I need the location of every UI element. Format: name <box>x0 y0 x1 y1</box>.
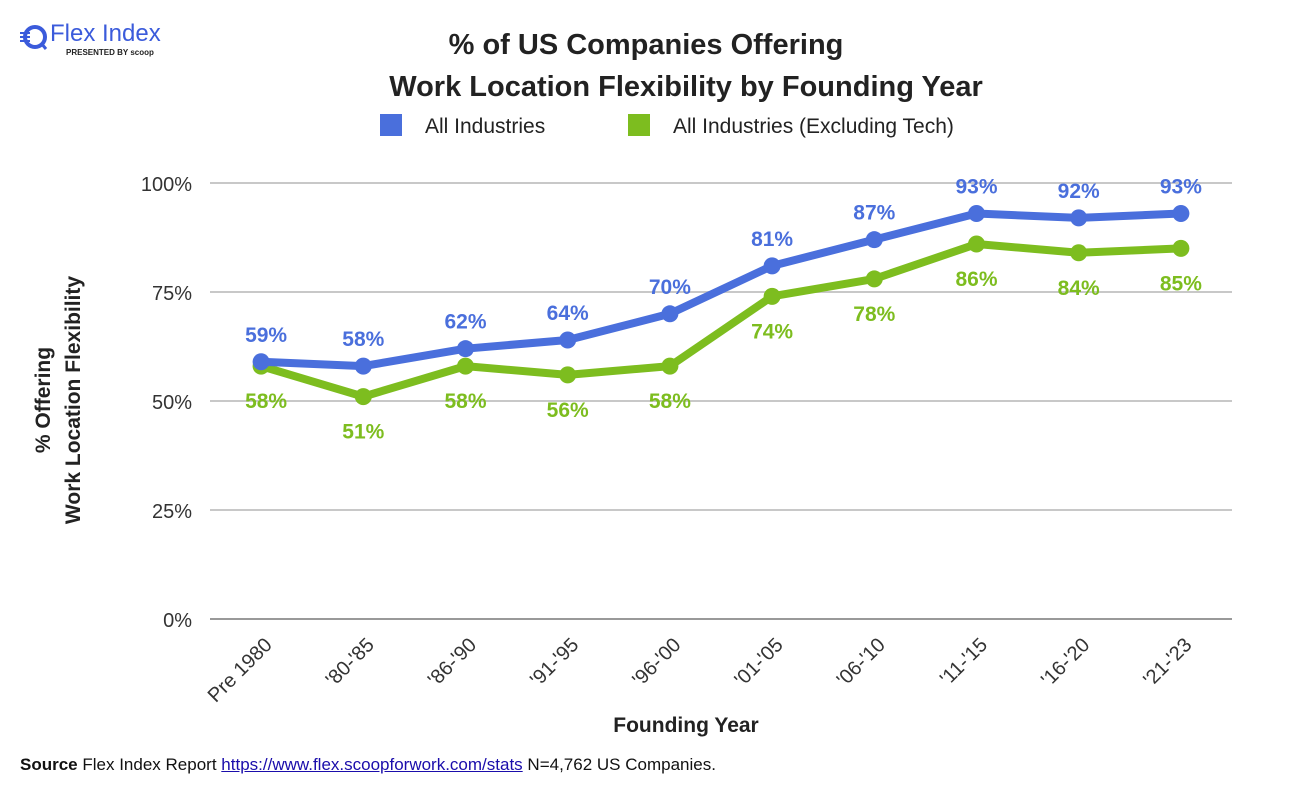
series-line-1 <box>260 209 1182 371</box>
data-point <box>661 357 679 375</box>
data-point <box>457 357 474 375</box>
source-text: Flex Index Report <box>82 755 217 774</box>
data-label: 87% <box>853 202 895 225</box>
data-label: 51% <box>342 421 384 444</box>
data-label: 70% <box>649 276 691 299</box>
chart-title-line1: % of US Companies Offering <box>449 29 844 61</box>
legend-label-2: All Industries (Excluding Tech) <box>673 115 954 138</box>
x-tick-label: '91-'95 <box>526 634 583 691</box>
y-tick-label: 25% <box>152 501 192 523</box>
data-point <box>354 357 372 375</box>
data-point <box>763 257 781 275</box>
x-tick-label: '01-'05 <box>731 634 788 691</box>
data-point <box>661 305 679 323</box>
series-line-2 <box>259 240 1182 401</box>
data-label: 58% <box>649 390 691 413</box>
y-tick-label: 75% <box>152 283 192 305</box>
legend-swatch-1 <box>380 114 402 136</box>
data-point <box>1172 205 1190 223</box>
data-point <box>763 287 781 305</box>
data-label: 58% <box>245 390 287 413</box>
data-label: 59% <box>245 324 287 347</box>
data-point <box>559 331 577 349</box>
x-tick-label: '80-'85 <box>322 634 379 691</box>
data-point <box>1172 239 1190 257</box>
source-count: N=4,762 US Companies. <box>527 755 716 774</box>
data-label: 92% <box>1058 180 1100 203</box>
data-label: 81% <box>751 228 793 251</box>
source-link[interactable]: https://www.flex.scoopforwork.com/stats <box>221 755 523 774</box>
data-label: 64% <box>547 302 589 325</box>
data-label: 93% <box>955 176 997 199</box>
data-point <box>457 340 474 358</box>
source-note: Source Flex Index Report https://www.fle… <box>20 755 716 775</box>
logo-name: Flex Index <box>50 20 161 47</box>
data-point <box>559 366 577 384</box>
x-tick-label: '96-'00 <box>628 634 685 691</box>
data-point <box>865 270 883 288</box>
data-point <box>865 231 883 249</box>
data-label: 86% <box>955 268 997 291</box>
logo-presented-by: PRESENTED BY scoop <box>66 48 154 57</box>
x-tick-label: '86-'90 <box>424 634 481 691</box>
x-tick-label: '21-'23 <box>1139 634 1196 691</box>
y-axis-title-line2: Work Location Flexibility <box>62 276 85 524</box>
data-point <box>968 205 985 223</box>
x-tick-label: '06-'10 <box>833 634 890 691</box>
data-label: 56% <box>547 399 589 422</box>
x-tick-label: '16-'20 <box>1037 634 1094 691</box>
y-tick-label: 0% <box>163 610 192 632</box>
y-tick-label: 100% <box>141 174 192 196</box>
data-label: 84% <box>1058 277 1100 300</box>
data-label: 58% <box>444 390 486 413</box>
data-point <box>1070 209 1088 227</box>
data-label: 78% <box>853 303 895 326</box>
data-label: 85% <box>1160 272 1202 295</box>
data-label: 74% <box>751 320 793 343</box>
data-point <box>252 353 270 371</box>
x-tick-label: Pre 1980 <box>204 634 277 707</box>
data-point <box>354 388 372 406</box>
y-tick-label: 50% <box>152 392 192 414</box>
data-point <box>1070 244 1088 262</box>
data-label: 62% <box>444 311 486 334</box>
x-tick-label: '11-'15 <box>936 634 992 690</box>
data-label: 93% <box>1160 176 1202 199</box>
legend-swatch-2 <box>628 114 650 136</box>
source-label: Source <box>20 755 78 774</box>
data-point <box>968 235 985 253</box>
legend-label-1: All Industries <box>425 115 545 138</box>
x-axis-title: Founding Year <box>613 714 758 737</box>
chart-title-line2: Work Location Flexibility by Founding Ye… <box>389 71 983 103</box>
y-axis-title-line1: % Offering <box>32 347 55 453</box>
data-label: 58% <box>342 328 384 351</box>
flex-index-logo-icon <box>20 25 48 50</box>
